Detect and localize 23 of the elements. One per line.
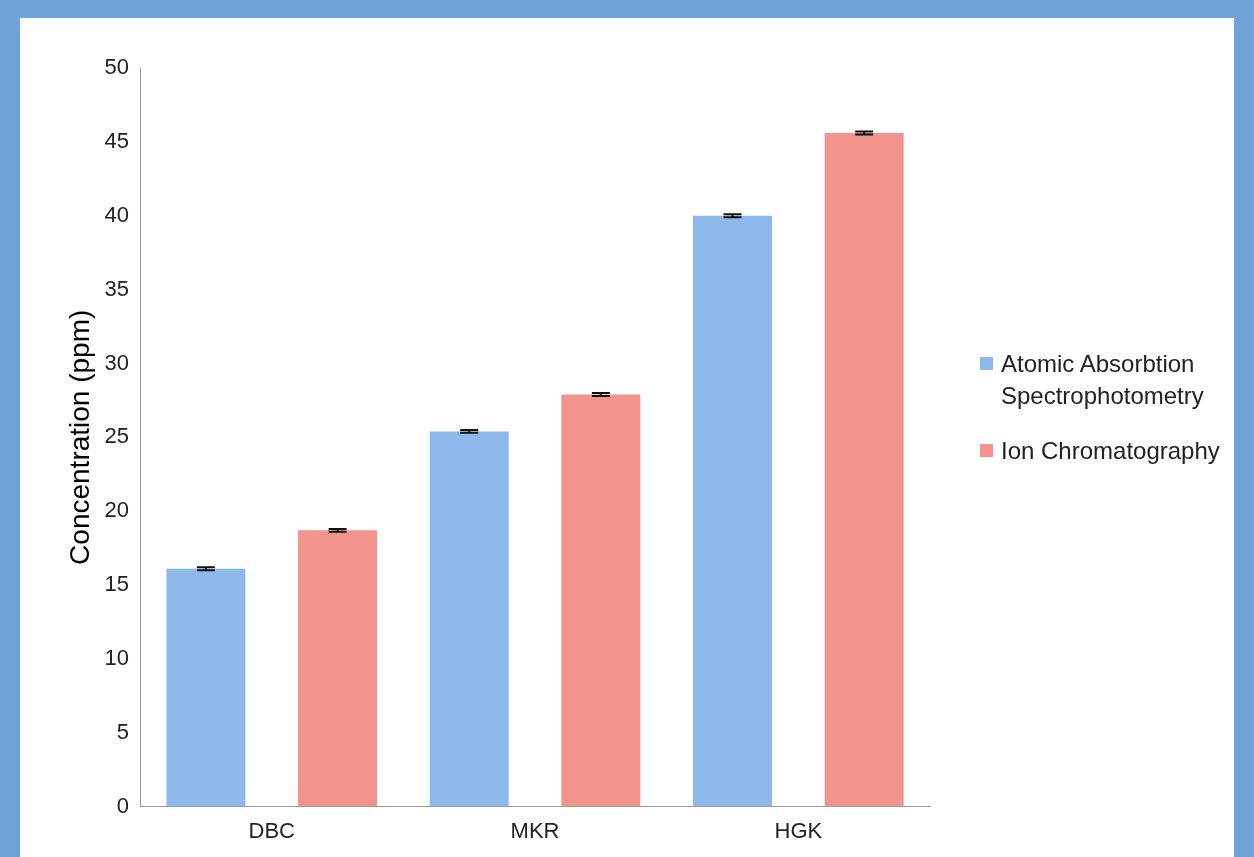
bar [561, 394, 641, 807]
bar [824, 133, 904, 807]
y-tick-label: 50 [104, 54, 130, 80]
x-tick-label: HGK [774, 817, 823, 843]
x-tick-label: DBC [248, 817, 296, 843]
legend-label: Ion Chromatography [1001, 435, 1220, 466]
y-axis-title: Concentration (ppm) [63, 309, 95, 565]
y-tick-label: 45 [104, 127, 130, 153]
y-tick-label: 15 [104, 571, 130, 597]
y-tick-label: 20 [104, 497, 130, 523]
x-tick-label: MKR [510, 817, 560, 843]
y-tick-label: 30 [104, 349, 130, 375]
bar [166, 568, 246, 807]
y-tick-label: 25 [104, 423, 130, 449]
bar [429, 431, 509, 807]
y-tick-label: 5 [116, 718, 130, 744]
y-tick-label: 40 [104, 201, 130, 227]
y-tick-label: 35 [104, 275, 130, 301]
bar [693, 215, 773, 807]
bar [298, 530, 378, 807]
y-tick-label: 10 [104, 644, 130, 670]
y-tick-label: 0 [116, 792, 130, 818]
legend-label: Atomic Absorbtion Spectrophotometry [1001, 349, 1205, 412]
